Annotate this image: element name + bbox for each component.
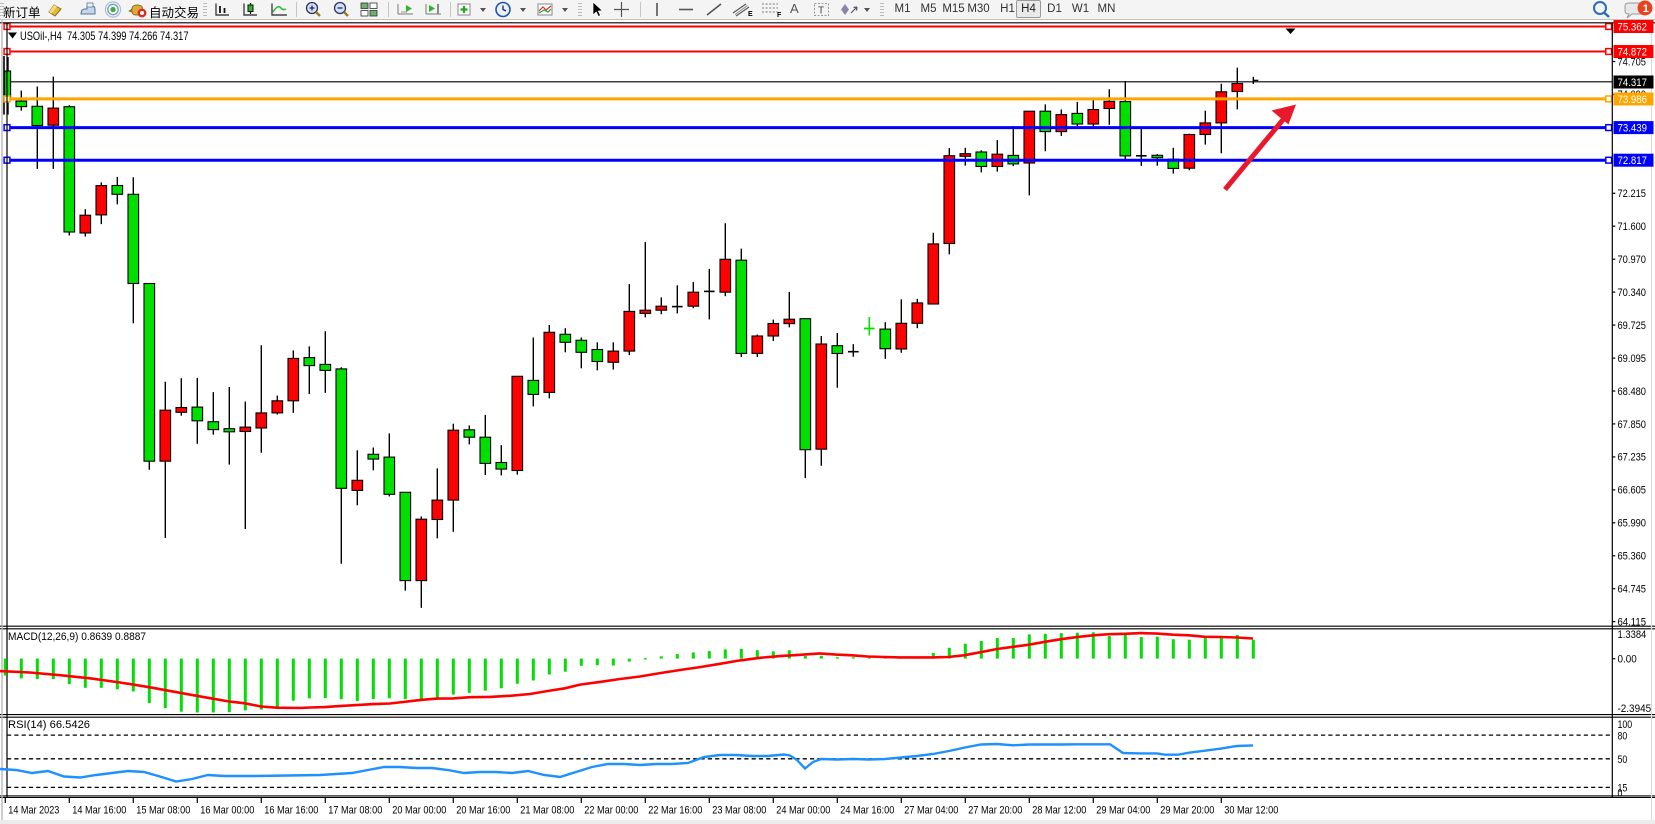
- svg-text:71.600: 71.600: [1618, 221, 1647, 233]
- svg-text:100: 100: [1618, 719, 1633, 731]
- svg-text:69.725: 69.725: [1618, 320, 1647, 332]
- svg-text:17 Mar 08:00: 17 Mar 08:00: [328, 805, 382, 817]
- svg-text:50: 50: [1618, 754, 1628, 766]
- svg-text:67.850: 67.850: [1618, 419, 1647, 431]
- svg-text:27 Mar 04:00: 27 Mar 04:00: [904, 805, 958, 817]
- svg-text:RSI(14) 66.5426: RSI(14) 66.5426: [8, 719, 90, 731]
- svg-text:30 Mar 12:00: 30 Mar 12:00: [1224, 805, 1278, 817]
- svg-text:E: E: [748, 11, 753, 18]
- svg-text:USOil-,H4 74.305 74.399 74.26: USOil-,H4 74.305 74.399 74.266 74.317: [20, 29, 189, 43]
- svg-text:24 Mar 00:00: 24 Mar 00:00: [776, 805, 830, 817]
- svg-text:64.745: 64.745: [1618, 584, 1647, 596]
- svg-text:72.215: 72.215: [1618, 188, 1647, 200]
- svg-text:14 Mar 16:00: 14 Mar 16:00: [72, 805, 126, 817]
- svg-text:29 Mar 20:00: 29 Mar 20:00: [1160, 805, 1214, 817]
- svg-text:15 Mar 08:00: 15 Mar 08:00: [136, 805, 190, 817]
- svg-text:72.817: 72.817: [1618, 155, 1648, 167]
- svg-text:20 Mar 16:00: 20 Mar 16:00: [456, 805, 510, 817]
- svg-text:22 Mar 00:00: 22 Mar 00:00: [584, 805, 638, 817]
- svg-text:MACD(12,26,9) 0.8639 0.8887: MACD(12,26,9) 0.8639 0.8887: [8, 631, 146, 643]
- svg-text:-2.3945: -2.3945: [1618, 703, 1652, 715]
- svg-text:15: 15: [1618, 783, 1628, 795]
- svg-text:65.360: 65.360: [1618, 551, 1647, 563]
- svg-text:21 Mar 08:00: 21 Mar 08:00: [520, 805, 574, 817]
- svg-text:70.970: 70.970: [1618, 254, 1647, 266]
- svg-text:70.340: 70.340: [1618, 287, 1647, 299]
- svg-text:68.480: 68.480: [1618, 386, 1647, 398]
- svg-text:20 Mar 00:00: 20 Mar 00:00: [392, 805, 446, 817]
- svg-text:74.705: 74.705: [1618, 56, 1647, 68]
- svg-text:73.439: 73.439: [1618, 123, 1648, 135]
- svg-text:16 Mar 00:00: 16 Mar 00:00: [200, 805, 254, 817]
- svg-text:74.317: 74.317: [1618, 77, 1648, 89]
- svg-text:16 Mar 16:00: 16 Mar 16:00: [264, 805, 318, 817]
- svg-text:0.00: 0.00: [1618, 654, 1637, 666]
- svg-text:64.115: 64.115: [1618, 616, 1647, 628]
- svg-text:1: 1: [1643, 3, 1649, 15]
- svg-text:22 Mar 16:00: 22 Mar 16:00: [648, 805, 702, 817]
- svg-text:67.235: 67.235: [1618, 452, 1647, 464]
- svg-text:66.605: 66.605: [1618, 485, 1647, 497]
- svg-text:28 Mar 12:00: 28 Mar 12:00: [1032, 805, 1086, 817]
- svg-text:75.362: 75.362: [1618, 21, 1648, 33]
- svg-text:27 Mar 20:00: 27 Mar 20:00: [968, 805, 1022, 817]
- svg-text:F: F: [777, 12, 782, 18]
- svg-text:23 Mar 08:00: 23 Mar 08:00: [712, 805, 766, 817]
- svg-text:0: 0: [1618, 788, 1623, 800]
- svg-text:1.3384: 1.3384: [1618, 629, 1647, 641]
- svg-text:73.986: 73.986: [1618, 94, 1648, 106]
- svg-text:29 Mar 04:00: 29 Mar 04:00: [1096, 805, 1150, 817]
- svg-text:65.990: 65.990: [1618, 518, 1647, 530]
- svg-text:74.872: 74.872: [1618, 46, 1648, 58]
- svg-text:69.095: 69.095: [1618, 353, 1647, 365]
- svg-text:80: 80: [1618, 730, 1628, 742]
- svg-text:T: T: [818, 6, 824, 17]
- svg-text:14 Mar 2023: 14 Mar 2023: [8, 805, 59, 817]
- svg-text:24 Mar 16:00: 24 Mar 16:00: [840, 805, 894, 817]
